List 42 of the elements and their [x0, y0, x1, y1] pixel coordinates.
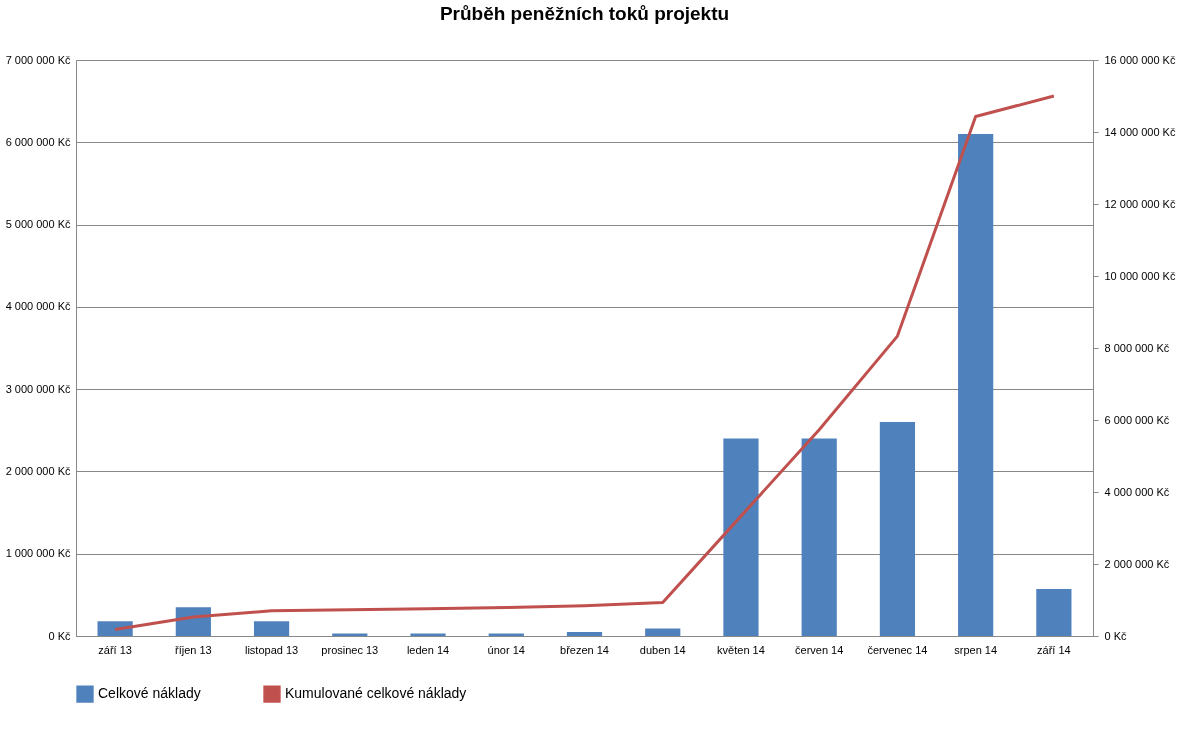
chart-title: Průběh peněžních toků projektu [439, 3, 730, 24]
y2-tick-label: 8 000 000 Kč [1104, 341, 1170, 354]
y2-tick-label: 0 Kč [1104, 629, 1128, 642]
y-tick-label: 6 000 000 Kč [5, 135, 71, 148]
line-series [113, 94, 1056, 632]
x-tick-label: září 13 [98, 643, 132, 656]
y-tick-label: 5 000 000 Kč [5, 218, 71, 231]
x-tick-label: červenec 14 [867, 643, 928, 656]
y-tick-label: 3 000 000 Kč [5, 382, 71, 395]
y-tick-label: 7 000 000 Kč [5, 53, 71, 66]
x-tick-label: květen 14 [717, 643, 765, 656]
y2-tick-label: 2 000 000 Kč [1104, 557, 1170, 570]
bar [645, 628, 681, 636]
x-tick-label: říjen 13 [174, 643, 212, 656]
bar [723, 438, 759, 636]
bar [566, 631, 603, 636]
bar [801, 438, 837, 636]
bar [1036, 589, 1072, 636]
bar [958, 134, 994, 636]
x-tick-label: srpen 14 [954, 643, 998, 656]
x-tick-label: prosinec 13 [321, 643, 379, 656]
y-tick-label: 4 000 000 Kč [5, 300, 71, 313]
y2-tick-label: 12 000 000 Kč [1104, 197, 1176, 210]
legend-label: Celkové náklady [98, 685, 201, 702]
x-tick-label: leden 14 [406, 643, 450, 656]
x-tick-label: březen 14 [560, 643, 609, 656]
x-tick-label: únor 14 [487, 643, 525, 656]
y-tick-label: 2 000 000 Kč [5, 464, 71, 477]
bar [253, 621, 290, 636]
y2-tick-label: 10 000 000 Kč [1104, 269, 1176, 282]
x-tick-label: září 14 [1037, 643, 1071, 656]
y-tick-label: 1 000 000 Kč [5, 547, 71, 560]
y2-tick-label: 4 000 000 Kč [1104, 485, 1170, 498]
y2-tick-label: 16 000 000 Kč [1104, 53, 1176, 66]
legend-label: Kumulované celkové náklady [285, 685, 467, 702]
y2-tick-label: 6 000 000 Kč [1104, 413, 1170, 426]
x-tick-label: listopad 13 [244, 643, 299, 656]
x-tick-label: červen 14 [795, 643, 844, 656]
y2-tick-label: 14 000 000 Kč [1104, 125, 1176, 138]
y-tick-label: 0 Kč [48, 629, 71, 642]
x-tick-label: duben 14 [639, 643, 686, 656]
bar [879, 422, 916, 636]
